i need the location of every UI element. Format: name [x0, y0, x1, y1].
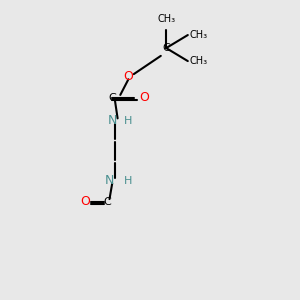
- Text: O: O: [140, 91, 149, 104]
- Text: CH₃: CH₃: [190, 56, 208, 66]
- Text: C: C: [103, 197, 111, 207]
- Text: C: C: [162, 43, 170, 53]
- Text: N: N: [105, 174, 114, 187]
- Text: C: C: [108, 92, 116, 103]
- Text: O: O: [80, 195, 90, 208]
- Text: N: N: [107, 115, 117, 128]
- Text: H: H: [124, 116, 133, 126]
- Text: CH₃: CH₃: [190, 30, 208, 40]
- Text: O: O: [124, 70, 133, 83]
- Text: CH₃: CH₃: [157, 14, 175, 24]
- Text: H: H: [124, 176, 133, 186]
